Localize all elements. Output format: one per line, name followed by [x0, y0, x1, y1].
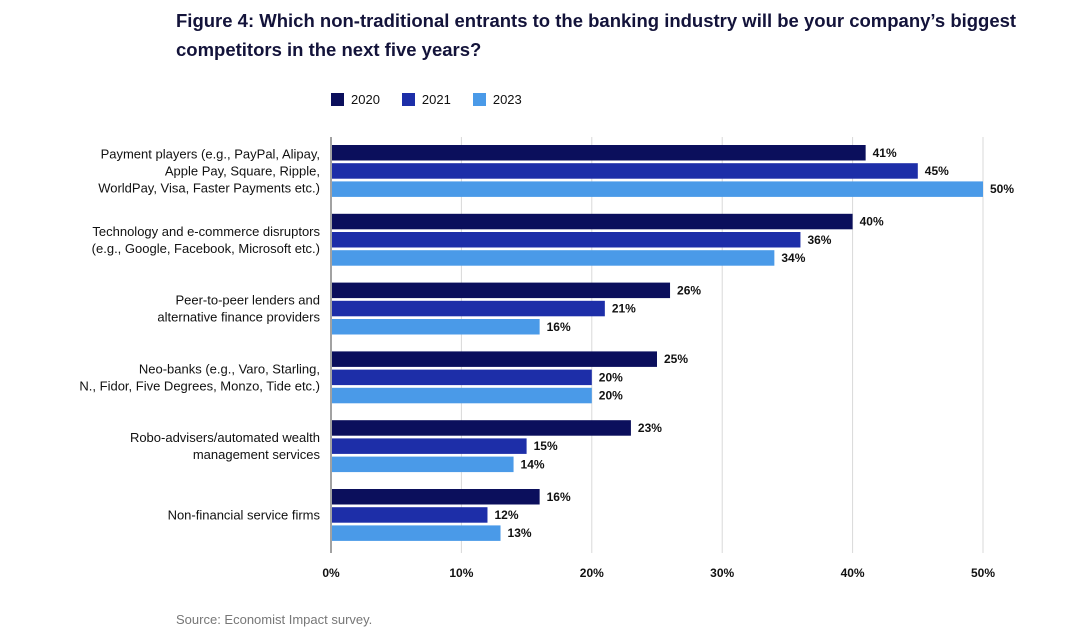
category-label: Robo-advisers/automated wealth: [130, 430, 320, 445]
category-label: Payment players (e.g., PayPal, Alipay,: [101, 146, 320, 161]
value-label: 23%: [638, 421, 662, 435]
legend: 2020 2021 2023: [331, 92, 544, 107]
value-label: 20%: [599, 389, 623, 403]
value-label: 20%: [599, 370, 623, 384]
bar-2023: [332, 387, 592, 404]
category-label: Technology and e-commerce disruptors: [92, 224, 320, 239]
legend-item-2020: 2020: [331, 92, 380, 107]
bar-2021: [332, 232, 801, 248]
bar-2021: [332, 507, 488, 523]
bar-2023: [332, 456, 514, 473]
value-label: 15%: [534, 439, 558, 453]
value-label: 16%: [547, 320, 571, 334]
value-label: 45%: [925, 164, 949, 178]
category-label: Neo-banks (e.g., Varo, Starling,: [139, 361, 320, 376]
bar-2020: [332, 213, 853, 230]
value-label: 16%: [547, 490, 571, 504]
value-label: 26%: [677, 283, 701, 297]
value-label: 34%: [781, 251, 805, 265]
value-label: 50%: [990, 182, 1014, 196]
legend-swatch-2023: [472, 93, 486, 106]
x-tick-label: 0%: [322, 566, 340, 580]
category-label: alternative finance providers: [157, 310, 320, 325]
value-label: 41%: [873, 146, 897, 160]
bar-2020: [332, 489, 540, 505]
value-label: 21%: [612, 302, 636, 316]
source-note: Source: Economist Impact survey.: [176, 612, 373, 627]
category-label: management services: [193, 447, 321, 462]
bar-2021: [332, 300, 605, 317]
bar-2020: [332, 351, 657, 367]
legend-swatch-2021: [401, 93, 415, 106]
legend-item-2021: 2021: [401, 92, 451, 107]
value-label: 12%: [494, 508, 518, 522]
bar-2020: [332, 420, 631, 436]
category-label: Peer-to-peer lenders and: [175, 293, 320, 308]
x-tick-label: 50%: [971, 566, 995, 580]
x-tick-label: 10%: [449, 566, 473, 580]
bar-2023: [332, 525, 501, 541]
category-label: WorldPay, Visa, Faster Payments etc.): [98, 180, 320, 195]
legend-label-2020: 2020: [351, 92, 380, 107]
bar-2020: [332, 145, 866, 161]
category-label: Non-financial service firms: [168, 507, 321, 522]
bar-2020: [332, 282, 671, 299]
value-label: 14%: [521, 457, 545, 471]
bar-2023: [332, 181, 983, 197]
x-tick-label: 30%: [710, 566, 734, 580]
bar-2023: [332, 319, 540, 335]
bar-2023: [332, 250, 775, 266]
x-tick-label: 20%: [580, 566, 604, 580]
value-label: 40%: [860, 215, 884, 229]
category-label: N., Fidor, Five Degrees, Monzo, Tide etc…: [79, 378, 320, 393]
bar-2021: [332, 438, 527, 454]
chart-title: Figure 4: Which non-traditional entrants…: [176, 10, 1017, 60]
category-label: Apple Pay, Square, Ripple,: [165, 163, 320, 178]
value-label: 13%: [508, 526, 532, 540]
legend-swatch-2020: [331, 93, 344, 106]
x-tick-label: 40%: [841, 566, 865, 580]
legend-label-2023: 2023: [492, 92, 522, 107]
bar-2021: [332, 163, 918, 179]
bar-2021: [332, 369, 592, 386]
legend-item-2023: 2023: [472, 92, 522, 107]
legend-label-2021: 2021: [421, 92, 451, 107]
category-label: (e.g., Google, Facebook, Microsoft etc.): [92, 241, 320, 256]
value-label: 36%: [807, 233, 831, 247]
value-label: 25%: [664, 352, 688, 366]
